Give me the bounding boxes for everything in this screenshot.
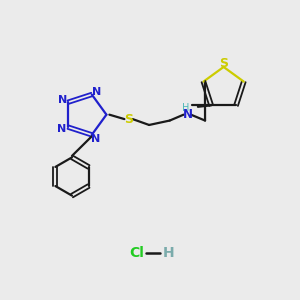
- Text: N: N: [91, 134, 100, 144]
- Text: H: H: [182, 103, 190, 113]
- Text: N: N: [57, 124, 66, 134]
- Text: H: H: [163, 246, 175, 260]
- Text: S: S: [219, 57, 228, 70]
- Text: N: N: [182, 108, 192, 121]
- Text: N: N: [92, 87, 102, 97]
- Text: N: N: [58, 95, 68, 105]
- Text: Cl: Cl: [129, 246, 144, 260]
- Text: S: S: [124, 112, 133, 126]
